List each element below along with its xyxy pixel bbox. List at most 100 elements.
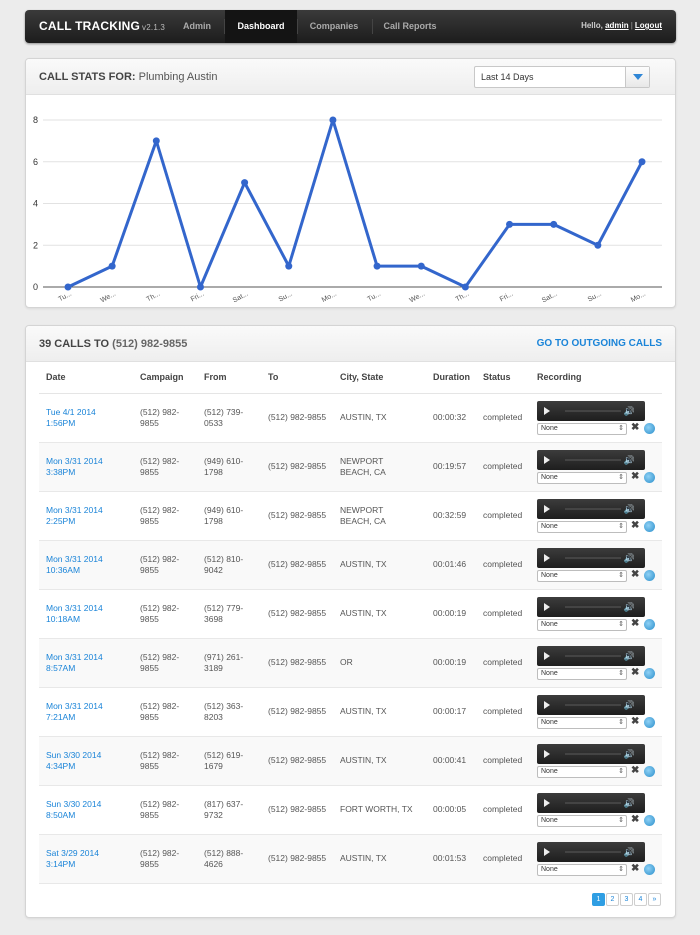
volume-icon[interactable]: 🔊 bbox=[623, 699, 635, 710]
play-icon[interactable] bbox=[544, 602, 550, 611]
call-date-cell[interactable]: Mon 3/31 2014 10:36AM bbox=[39, 540, 133, 590]
recording-select[interactable]: None bbox=[537, 863, 627, 876]
call-date-cell[interactable]: Sun 3/30 2014 8:50AM bbox=[39, 785, 133, 835]
play-icon[interactable] bbox=[544, 651, 550, 660]
play-icon[interactable] bbox=[544, 406, 550, 415]
delete-icon[interactable]: ✖ bbox=[631, 764, 640, 776]
status-cell: completed bbox=[476, 393, 530, 443]
nav-admin[interactable]: Admin bbox=[183, 21, 211, 31]
play-icon[interactable] bbox=[544, 847, 550, 856]
volume-icon[interactable]: 🔊 bbox=[623, 405, 635, 416]
volume-icon[interactable]: 🔊 bbox=[623, 748, 635, 759]
from-cell: (817) 637- 9732 bbox=[197, 785, 261, 835]
date-range-select[interactable]: Last 14 Days bbox=[474, 66, 650, 88]
play-icon[interactable] bbox=[544, 700, 550, 709]
delete-icon[interactable]: ✖ bbox=[631, 617, 640, 629]
volume-icon[interactable]: 🔊 bbox=[623, 503, 635, 514]
audio-progress-bar[interactable] bbox=[565, 409, 621, 412]
bird-icon[interactable] bbox=[644, 863, 655, 875]
bird-icon[interactable] bbox=[644, 471, 655, 483]
bird-icon[interactable] bbox=[644, 667, 655, 679]
recording-controls: None ✖ bbox=[537, 666, 662, 680]
table-row: Mon 3/31 2014 3:38PM (512) 982- 9855 (949) 6… bbox=[39, 442, 662, 492]
audio-progress-bar[interactable] bbox=[565, 654, 621, 657]
volume-icon[interactable]: 🔊 bbox=[623, 650, 635, 661]
page-3-button[interactable]: 3 bbox=[620, 893, 633, 906]
delete-icon[interactable]: ✖ bbox=[631, 715, 640, 727]
call-time: 7:21AM bbox=[46, 711, 76, 722]
delete-icon[interactable]: ✖ bbox=[631, 568, 640, 580]
user-link[interactable]: admin bbox=[605, 21, 629, 30]
call-time: 1:56PM bbox=[46, 417, 76, 428]
call-date-cell[interactable]: Mon 3/31 2014 2:25PM bbox=[39, 491, 133, 541]
audio-player: 🔊 bbox=[537, 743, 645, 764]
delete-icon[interactable]: ✖ bbox=[631, 519, 640, 531]
bird-icon[interactable] bbox=[644, 814, 655, 826]
volume-icon[interactable]: 🔊 bbox=[623, 797, 635, 808]
recording-select[interactable]: None bbox=[537, 765, 627, 778]
recording-controls: None ✖ bbox=[537, 470, 662, 484]
logout-link[interactable]: Logout bbox=[634, 21, 662, 30]
volume-icon[interactable]: 🔊 bbox=[623, 552, 635, 563]
bird-icon[interactable] bbox=[644, 520, 655, 532]
audio-progress-bar[interactable] bbox=[565, 703, 621, 706]
page-1-button[interactable]: 1 bbox=[592, 893, 605, 906]
audio-progress-bar[interactable] bbox=[565, 801, 621, 804]
bird-icon[interactable] bbox=[644, 765, 655, 777]
play-icon[interactable] bbox=[544, 553, 550, 562]
audio-progress-bar[interactable] bbox=[565, 458, 621, 461]
delete-icon[interactable]: ✖ bbox=[631, 666, 640, 678]
recording-select[interactable]: None bbox=[537, 667, 627, 680]
audio-progress-bar[interactable] bbox=[565, 556, 621, 559]
play-icon[interactable] bbox=[544, 455, 550, 464]
delete-icon[interactable]: ✖ bbox=[631, 813, 640, 825]
volume-icon[interactable]: 🔊 bbox=[623, 454, 635, 465]
call-date: Tue 4/1 2014 bbox=[46, 406, 96, 417]
play-icon[interactable] bbox=[544, 798, 550, 807]
page-2-button[interactable]: 2 bbox=[606, 893, 619, 906]
city-state-cell: AUSTIN, TX bbox=[333, 687, 426, 737]
call-date-cell[interactable]: Mon 3/31 2014 10:18AM bbox=[39, 589, 133, 639]
outgoing-calls-link[interactable]: GO TO OUTGOING CALLS bbox=[536, 338, 662, 349]
recording-select[interactable]: None bbox=[537, 471, 627, 484]
page-4-button[interactable]: 4 bbox=[634, 893, 647, 906]
recording-select[interactable]: None bbox=[537, 520, 627, 533]
audio-progress-bar[interactable] bbox=[565, 507, 621, 510]
call-date-cell[interactable]: Tue 4/1 2014 1:56PM bbox=[39, 393, 133, 443]
bird-icon[interactable] bbox=[644, 422, 655, 434]
nav-dashboard[interactable]: Dashboard bbox=[225, 10, 297, 43]
chevron-down-icon[interactable] bbox=[625, 67, 649, 87]
call-date-cell[interactable]: Sun 3/30 2014 4:34PM bbox=[39, 736, 133, 786]
recording-select[interactable]: None bbox=[537, 814, 627, 827]
nav-companies[interactable]: Companies bbox=[309, 21, 359, 31]
delete-icon[interactable]: ✖ bbox=[631, 421, 640, 433]
call-date-cell[interactable]: Mon 3/31 2014 8:57AM bbox=[39, 638, 133, 688]
bird-icon[interactable] bbox=[644, 569, 655, 581]
bird-icon[interactable] bbox=[644, 716, 655, 728]
city-line1: AUSTIN, TX bbox=[340, 853, 387, 863]
delete-icon[interactable]: ✖ bbox=[631, 470, 640, 482]
recording-select[interactable]: None bbox=[537, 716, 627, 729]
next-page-button[interactable]: » bbox=[648, 893, 661, 906]
play-icon[interactable] bbox=[544, 749, 550, 758]
app-brand[interactable]: CALL TRACKING v2.1.3 bbox=[39, 19, 165, 33]
play-icon[interactable] bbox=[544, 504, 550, 513]
campaign-line2: 9855 bbox=[140, 760, 159, 771]
volume-icon[interactable]: 🔊 bbox=[623, 601, 635, 612]
volume-icon[interactable]: 🔊 bbox=[623, 846, 635, 857]
call-date-cell[interactable]: Mon 3/31 2014 3:38PM bbox=[39, 442, 133, 492]
call-date-cell[interactable]: Mon 3/31 2014 7:21AM bbox=[39, 687, 133, 737]
table-row: Sun 3/30 2014 8:50AM (512) 982- 9855 (817) 6… bbox=[39, 785, 662, 835]
audio-progress-bar[interactable] bbox=[565, 850, 621, 853]
city-line1: AUSTIN, TX bbox=[340, 755, 387, 765]
recording-select[interactable]: None bbox=[537, 569, 627, 582]
audio-progress-bar[interactable] bbox=[565, 605, 621, 608]
recording-select[interactable]: None bbox=[537, 618, 627, 631]
bird-icon[interactable] bbox=[644, 618, 655, 630]
audio-progress-bar[interactable] bbox=[565, 752, 621, 755]
recording-select[interactable]: None bbox=[537, 422, 627, 435]
delete-icon[interactable]: ✖ bbox=[631, 862, 640, 874]
x-tick-label: Tu... bbox=[58, 291, 73, 304]
call-date-cell[interactable]: Sat 3/29 2014 3:14PM bbox=[39, 834, 133, 884]
nav-call-reports[interactable]: Call Reports bbox=[383, 21, 437, 31]
